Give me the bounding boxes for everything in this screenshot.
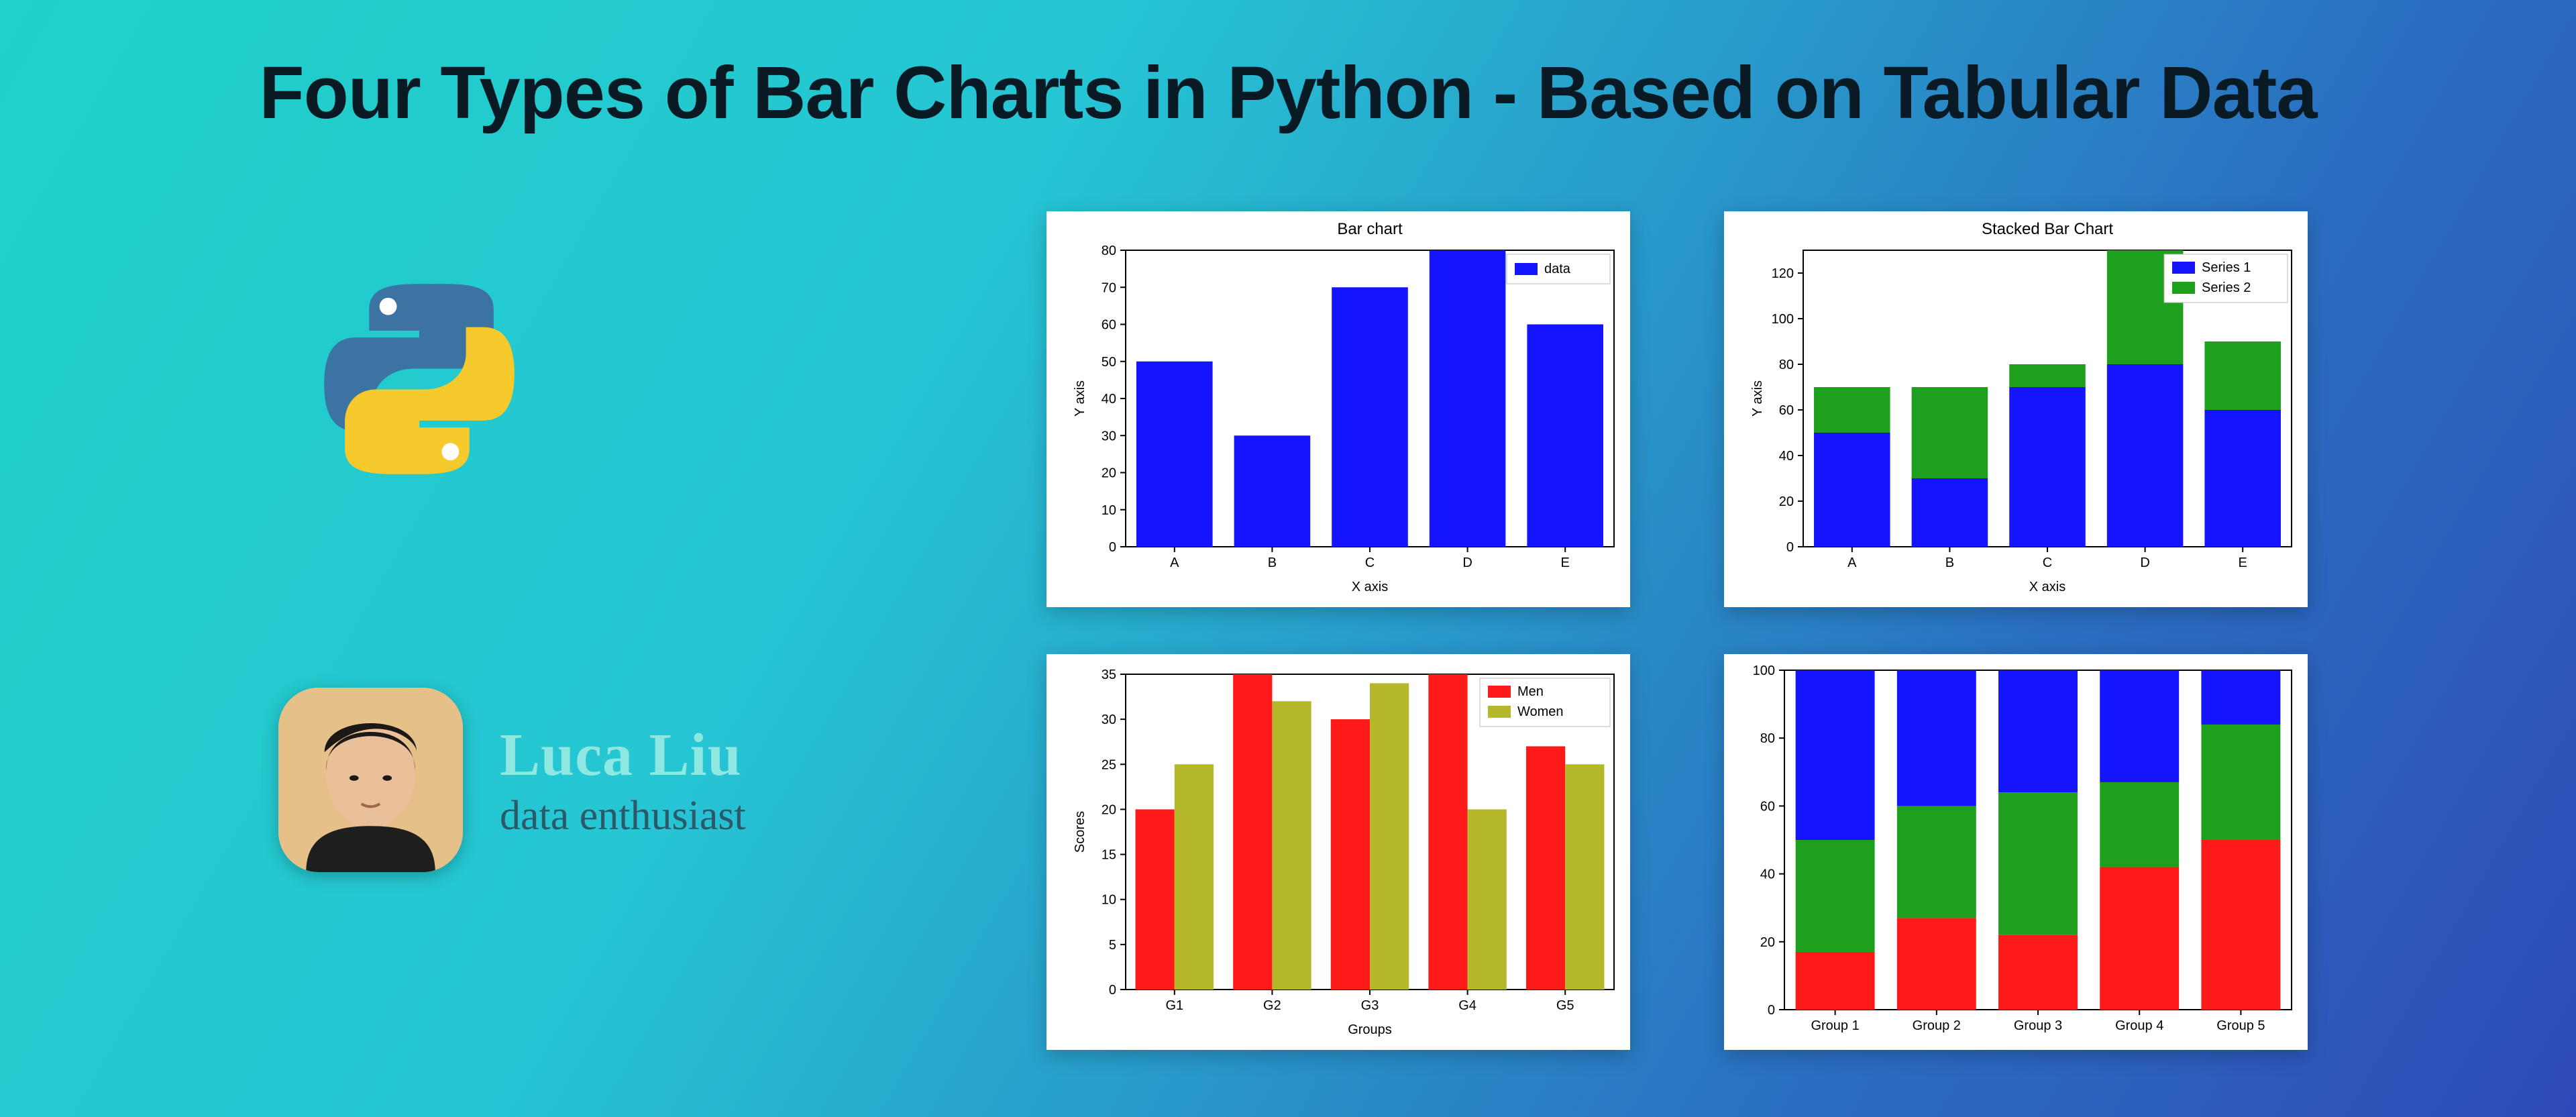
svg-text:A: A xyxy=(1847,555,1857,570)
svg-text:10: 10 xyxy=(1102,893,1116,908)
svg-text:60: 60 xyxy=(1779,403,1794,418)
svg-text:30: 30 xyxy=(1102,429,1116,443)
chart-bar-grouped: 0 5 10 15 20 25 30 35 G1 G2 G3 G4 G5 Groups Scores Men W… xyxy=(1046,654,1630,1050)
author-name: Luca Liu xyxy=(500,721,746,790)
svg-text:10: 10 xyxy=(1102,503,1116,518)
svg-text:D: D xyxy=(1462,555,1472,570)
svg-text:G3: G3 xyxy=(1361,998,1379,1013)
svg-text:0: 0 xyxy=(1786,540,1794,555)
svg-text:35: 35 xyxy=(1102,668,1116,682)
svg-text:A: A xyxy=(1170,555,1179,570)
svg-text:0: 0 xyxy=(1768,1003,1775,1018)
svg-text:C: C xyxy=(2043,555,2052,570)
svg-text:120: 120 xyxy=(1772,266,1794,281)
svg-text:0: 0 xyxy=(1109,983,1116,998)
svg-text:60: 60 xyxy=(1760,799,1775,814)
svg-text:G4: G4 xyxy=(1458,998,1477,1013)
svg-text:X axis: X axis xyxy=(1352,580,1388,594)
chart-grid: Bar chart01020304050607080ABCDEX axisY a… xyxy=(1046,211,2308,1050)
svg-text:20: 20 xyxy=(1779,494,1794,509)
svg-text:Scores: Scores xyxy=(1073,811,1087,853)
svg-text:80: 80 xyxy=(1760,731,1775,746)
svg-text:40: 40 xyxy=(1779,449,1794,464)
author-avatar xyxy=(278,688,463,872)
svg-text:Stacked Bar Chart: Stacked Bar Chart xyxy=(1982,220,2113,238)
svg-text:D: D xyxy=(2140,555,2149,570)
svg-text:Series 2: Series 2 xyxy=(2202,280,2251,295)
svg-text:20: 20 xyxy=(1760,935,1775,950)
svg-text:Y axis: Y axis xyxy=(1073,380,1087,417)
svg-text:Y axis: Y axis xyxy=(1750,380,1765,417)
svg-text:20: 20 xyxy=(1102,802,1116,817)
svg-text:25: 25 xyxy=(1102,757,1116,772)
svg-text:100: 100 xyxy=(1753,663,1775,678)
python-logo-icon xyxy=(309,268,530,490)
svg-text:X axis: X axis xyxy=(2029,580,2065,594)
svg-text:20: 20 xyxy=(1102,466,1116,481)
svg-text:E: E xyxy=(2239,555,2247,570)
svg-text:70: 70 xyxy=(1102,280,1116,295)
svg-text:B: B xyxy=(1945,555,1954,570)
chart-bar-stacked: Stacked Bar Chart 0 20 40 60 80 100 120 A B C D E X a… xyxy=(1724,211,2308,607)
svg-text:Women: Women xyxy=(1517,704,1564,719)
page-title: Four Types of Bar Charts in Python - Bas… xyxy=(0,50,2576,136)
svg-text:G5: G5 xyxy=(1556,998,1574,1013)
svg-text:data: data xyxy=(1544,262,1571,276)
svg-text:40: 40 xyxy=(1760,867,1775,882)
svg-text:Groups: Groups xyxy=(1348,1022,1392,1037)
svg-text:80: 80 xyxy=(1779,358,1794,372)
svg-text:G1: G1 xyxy=(1165,998,1183,1013)
svg-text:B: B xyxy=(1268,555,1277,570)
svg-text:0: 0 xyxy=(1109,540,1116,555)
svg-text:30: 30 xyxy=(1102,712,1116,727)
svg-text:50: 50 xyxy=(1102,355,1116,370)
chart-bar-simple: Bar chart 0 10 20 30 40 50 60 70 80 A B C D E X axis Y a… xyxy=(1046,211,1630,607)
svg-text:5: 5 xyxy=(1109,938,1116,953)
author-tagline: data enthusiast xyxy=(500,792,746,840)
svg-text:15: 15 xyxy=(1102,848,1116,863)
svg-text:Group 4: Group 4 xyxy=(2115,1018,2163,1033)
svg-text:100: 100 xyxy=(1772,312,1794,327)
svg-text:Group 5: Group 5 xyxy=(2216,1018,2265,1033)
svg-text:Bar chart: Bar chart xyxy=(1337,220,1403,238)
svg-text:Men: Men xyxy=(1517,684,1544,699)
svg-text:Group 3: Group 3 xyxy=(2014,1018,2062,1033)
svg-text:G2: G2 xyxy=(1263,998,1281,1013)
svg-text:E: E xyxy=(1561,555,1570,570)
svg-text:40: 40 xyxy=(1102,392,1116,407)
svg-text:C: C xyxy=(1365,555,1375,570)
svg-text:80: 80 xyxy=(1102,244,1116,258)
svg-text:Group 1: Group 1 xyxy=(1811,1018,1859,1033)
svg-text:Group 2: Group 2 xyxy=(1913,1018,1961,1033)
svg-text:Series 1: Series 1 xyxy=(2202,260,2251,275)
chart-bar-percent-stacked: 0 20 40 60 80 100 Group 1 Group 2 Group 3 Group 4… xyxy=(1724,654,2308,1050)
svg-text:60: 60 xyxy=(1102,318,1116,333)
author-block: Luca Liu data enthusiast xyxy=(278,688,746,872)
